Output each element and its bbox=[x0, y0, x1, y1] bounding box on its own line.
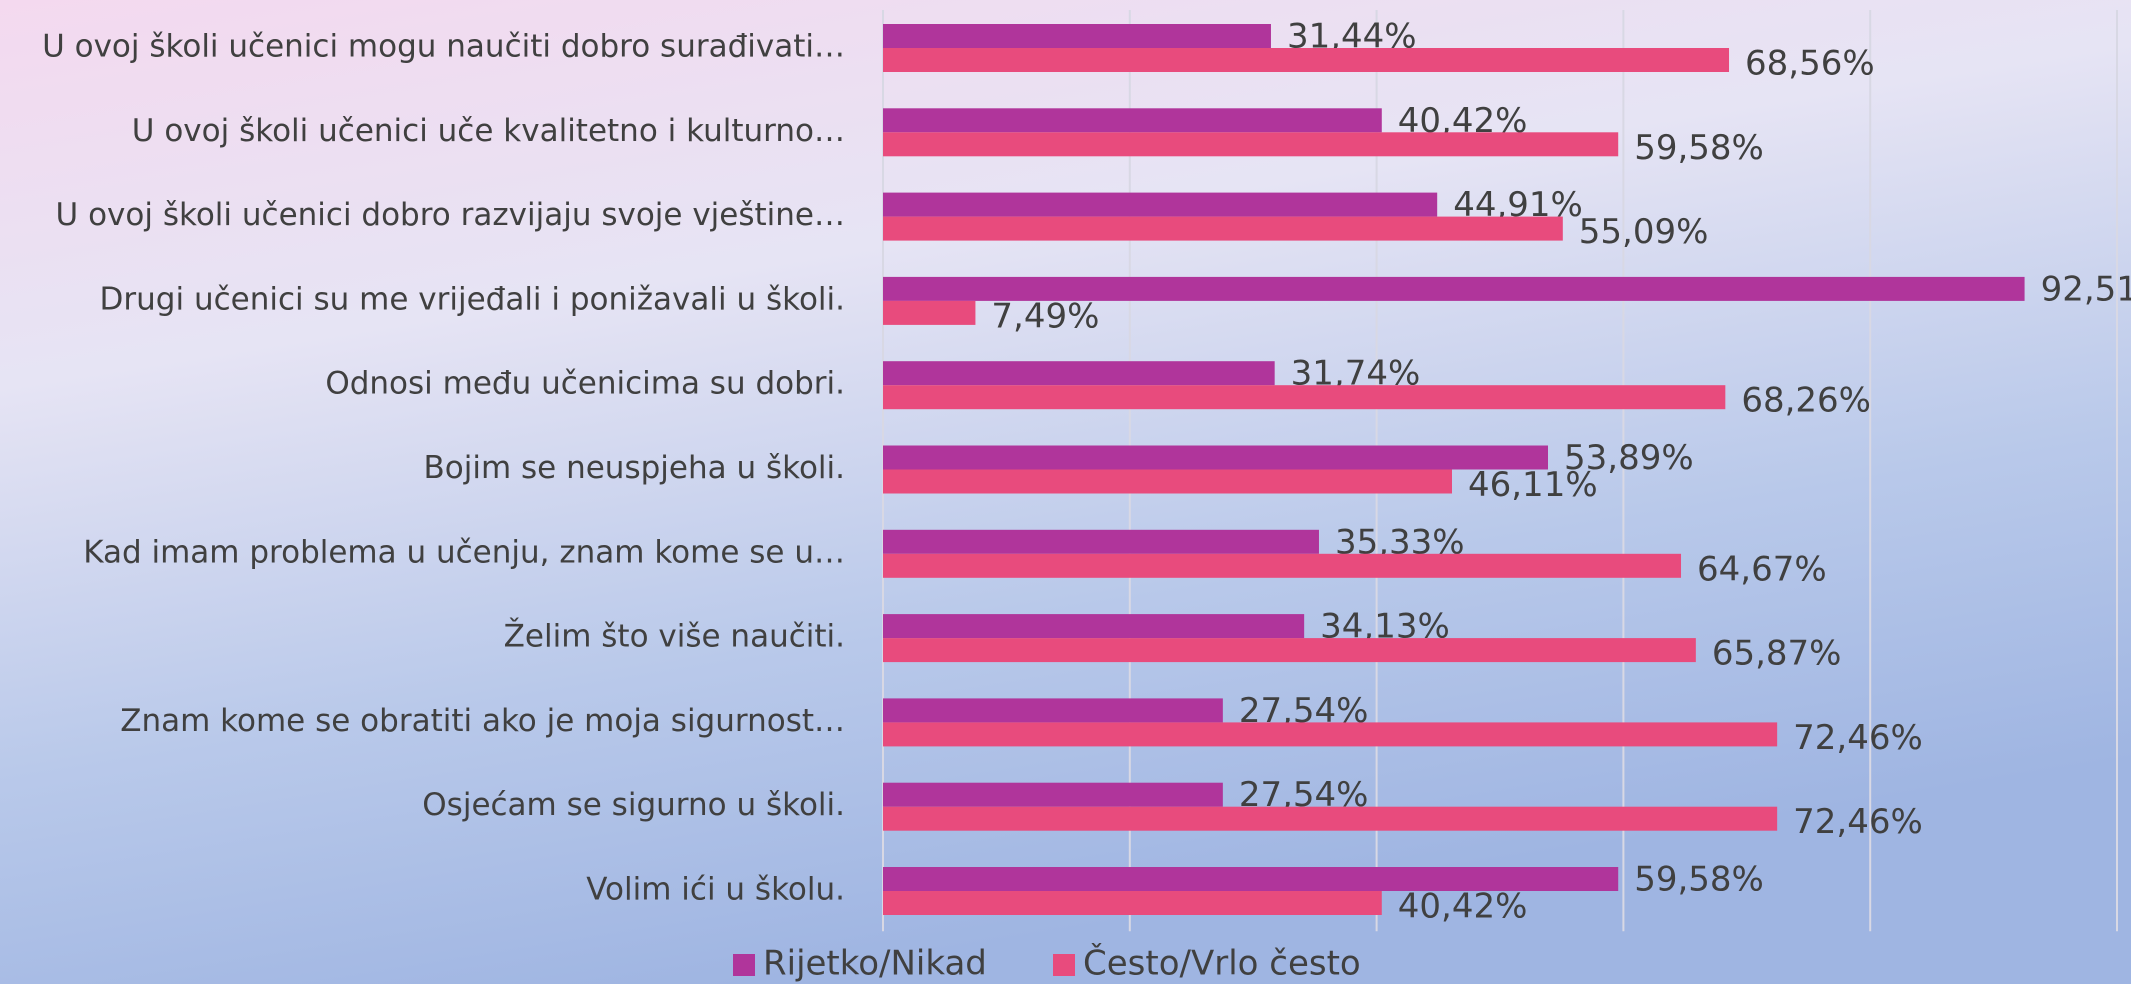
bar bbox=[883, 806, 1778, 831]
category-label: Drugi učenici su me vrijeđali i ponižava… bbox=[100, 281, 845, 317]
category-label: Znam kome se obratiti ako je moja sigurn… bbox=[120, 703, 845, 739]
bar bbox=[883, 445, 1549, 470]
value-label: 59,58% bbox=[1634, 860, 1764, 900]
bar bbox=[883, 132, 1619, 157]
bar bbox=[883, 867, 1619, 891]
value-label: 72,46% bbox=[1793, 802, 1923, 842]
value-label: 64,67% bbox=[1697, 549, 1827, 589]
value-label: 40,42% bbox=[1398, 887, 1528, 927]
value-label: 65,87% bbox=[1712, 634, 1842, 674]
bar bbox=[883, 108, 1382, 133]
category-label: Bojim se neuspjeha u školi. bbox=[423, 450, 845, 486]
bar bbox=[883, 553, 1682, 578]
bar bbox=[883, 782, 1223, 807]
bar bbox=[883, 48, 1730, 72]
value-label: 92,51% bbox=[2041, 269, 2131, 309]
bar bbox=[883, 469, 1452, 494]
category-label: U ovoj školi učenici dobro razvijaju svo… bbox=[56, 197, 845, 233]
category-label: Odnosi među učenicima su dobri. bbox=[325, 366, 845, 402]
legend-swatch bbox=[733, 954, 755, 976]
value-label: 72,46% bbox=[1793, 718, 1923, 758]
category-label: Želim što više naučiti. bbox=[504, 619, 845, 655]
category-label: U ovoj školi učenici mogu naučiti dobro … bbox=[42, 29, 845, 65]
bar bbox=[883, 216, 1563, 241]
bar bbox=[883, 698, 1223, 723]
bar bbox=[883, 614, 1305, 639]
value-label: 46,11% bbox=[1468, 465, 1598, 505]
bar bbox=[883, 276, 2025, 301]
legend-label: Rijetko/Nikad bbox=[763, 944, 987, 984]
category-label: U ovoj školi učenici uče kvalitetno i ku… bbox=[132, 113, 845, 149]
category-label: Volim ići u školu. bbox=[586, 872, 845, 908]
bar bbox=[883, 638, 1696, 663]
legend-swatch bbox=[1053, 954, 1075, 976]
bar bbox=[883, 891, 1382, 915]
bar bbox=[883, 529, 1319, 554]
bar bbox=[883, 24, 1271, 48]
bar bbox=[883, 300, 976, 325]
value-label: 53,89% bbox=[1564, 438, 1694, 478]
bar bbox=[883, 192, 1438, 217]
value-label: 68,26% bbox=[1741, 381, 1871, 421]
bar bbox=[883, 385, 1726, 410]
value-label: 55,09% bbox=[1579, 212, 1709, 252]
value-label: 68,56% bbox=[1745, 44, 1875, 84]
legend-label: Često/Vrlo često bbox=[1083, 943, 1361, 984]
value-label: 59,58% bbox=[1634, 128, 1764, 168]
bar bbox=[883, 722, 1778, 747]
category-label: Kad imam problema u učenju, znam kome se… bbox=[83, 534, 845, 570]
bar bbox=[883, 361, 1275, 386]
category-label: Osjećam se sigurno u školi. bbox=[422, 787, 845, 823]
value-label: 7,49% bbox=[991, 296, 1099, 336]
